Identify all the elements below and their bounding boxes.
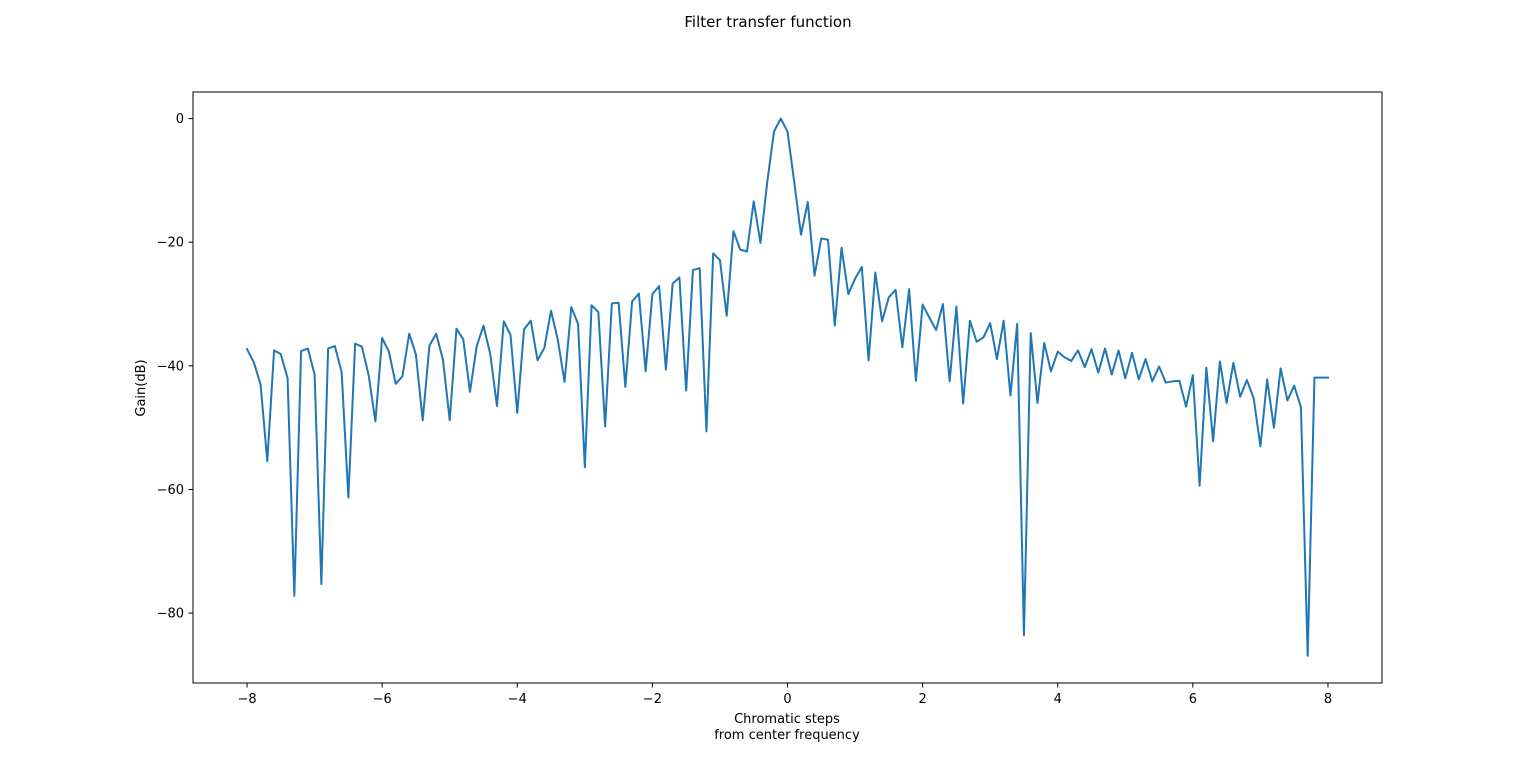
y-tick-label: −60 [157,483,184,498]
x-axis-label-line-2: from center frequency [714,728,860,743]
x-tick-label: 6 [1189,692,1197,707]
x-axis: −8 −6 −4 −2 0 2 4 6 8 [237,683,1332,707]
y-tick-label: 0 [176,112,184,127]
x-tick-label: 4 [1054,692,1062,707]
x-tick-label: −2 [643,692,662,707]
x-tick-label: −6 [373,692,392,707]
x-tick-label: 2 [918,692,926,707]
y-tick-label: −20 [157,236,184,251]
x-axis-label-line-1: Chromatic steps [734,712,840,727]
x-tick-label: −8 [237,692,256,707]
x-tick-label: 0 [783,692,791,707]
chart-title: Filter transfer function [684,13,851,31]
series-layer [245,117,1329,657]
x-tick-label: −4 [508,692,527,707]
y-axis-label: Gain(dB) [134,359,149,416]
y-tick-label: −40 [157,359,184,374]
series-line-0 [245,117,1329,657]
y-axis: 0 −20 −40 −60 −80 [157,112,193,622]
x-tick-label: 8 [1324,692,1332,707]
y-tick-label: −80 [157,607,184,622]
